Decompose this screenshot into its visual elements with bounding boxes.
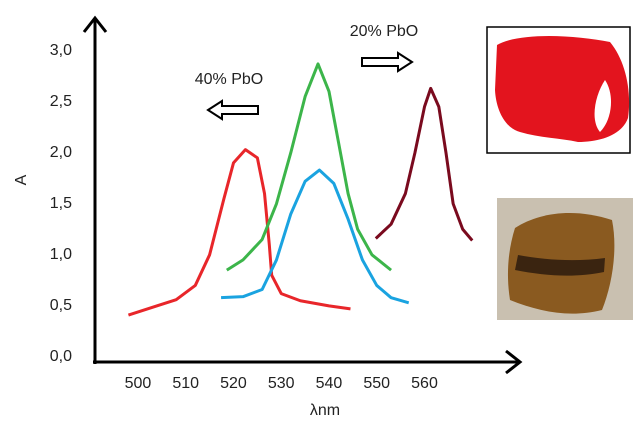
line-series — [220, 168, 410, 305]
arrows — [206, 51, 414, 121]
y-tick-label: 1,0 — [50, 246, 72, 263]
x-tick-label: 550 — [363, 375, 390, 392]
y-tick-label: 3,0 — [50, 42, 72, 59]
y-axis-title: A — [13, 174, 30, 185]
y-tick-label: 0,0 — [50, 348, 72, 365]
photo-brown — [497, 198, 633, 320]
annotation: 40% PbO — [195, 71, 263, 88]
axes — [82, 15, 523, 375]
y-tick-label: 2,0 — [50, 144, 72, 161]
x-tick-label: 540 — [316, 375, 343, 392]
line-series — [374, 86, 474, 242]
x-tick-label: 530 — [268, 375, 295, 392]
line-series — [225, 62, 393, 272]
x-tick-label: 510 — [172, 375, 199, 392]
x-tick-label: 500 — [125, 375, 152, 392]
x-axis-title: λnm — [310, 402, 340, 419]
y-tick-label: 1,5 — [50, 195, 72, 212]
photo-red — [486, 26, 631, 154]
y-tick-label: 0,5 — [50, 297, 72, 314]
x-tick-label: 520 — [220, 375, 247, 392]
x-tick-label: 560 — [411, 375, 438, 392]
line-series — [127, 148, 351, 317]
annotation: 20% PbO — [350, 23, 418, 40]
y-tick-label: 2,5 — [50, 93, 72, 110]
